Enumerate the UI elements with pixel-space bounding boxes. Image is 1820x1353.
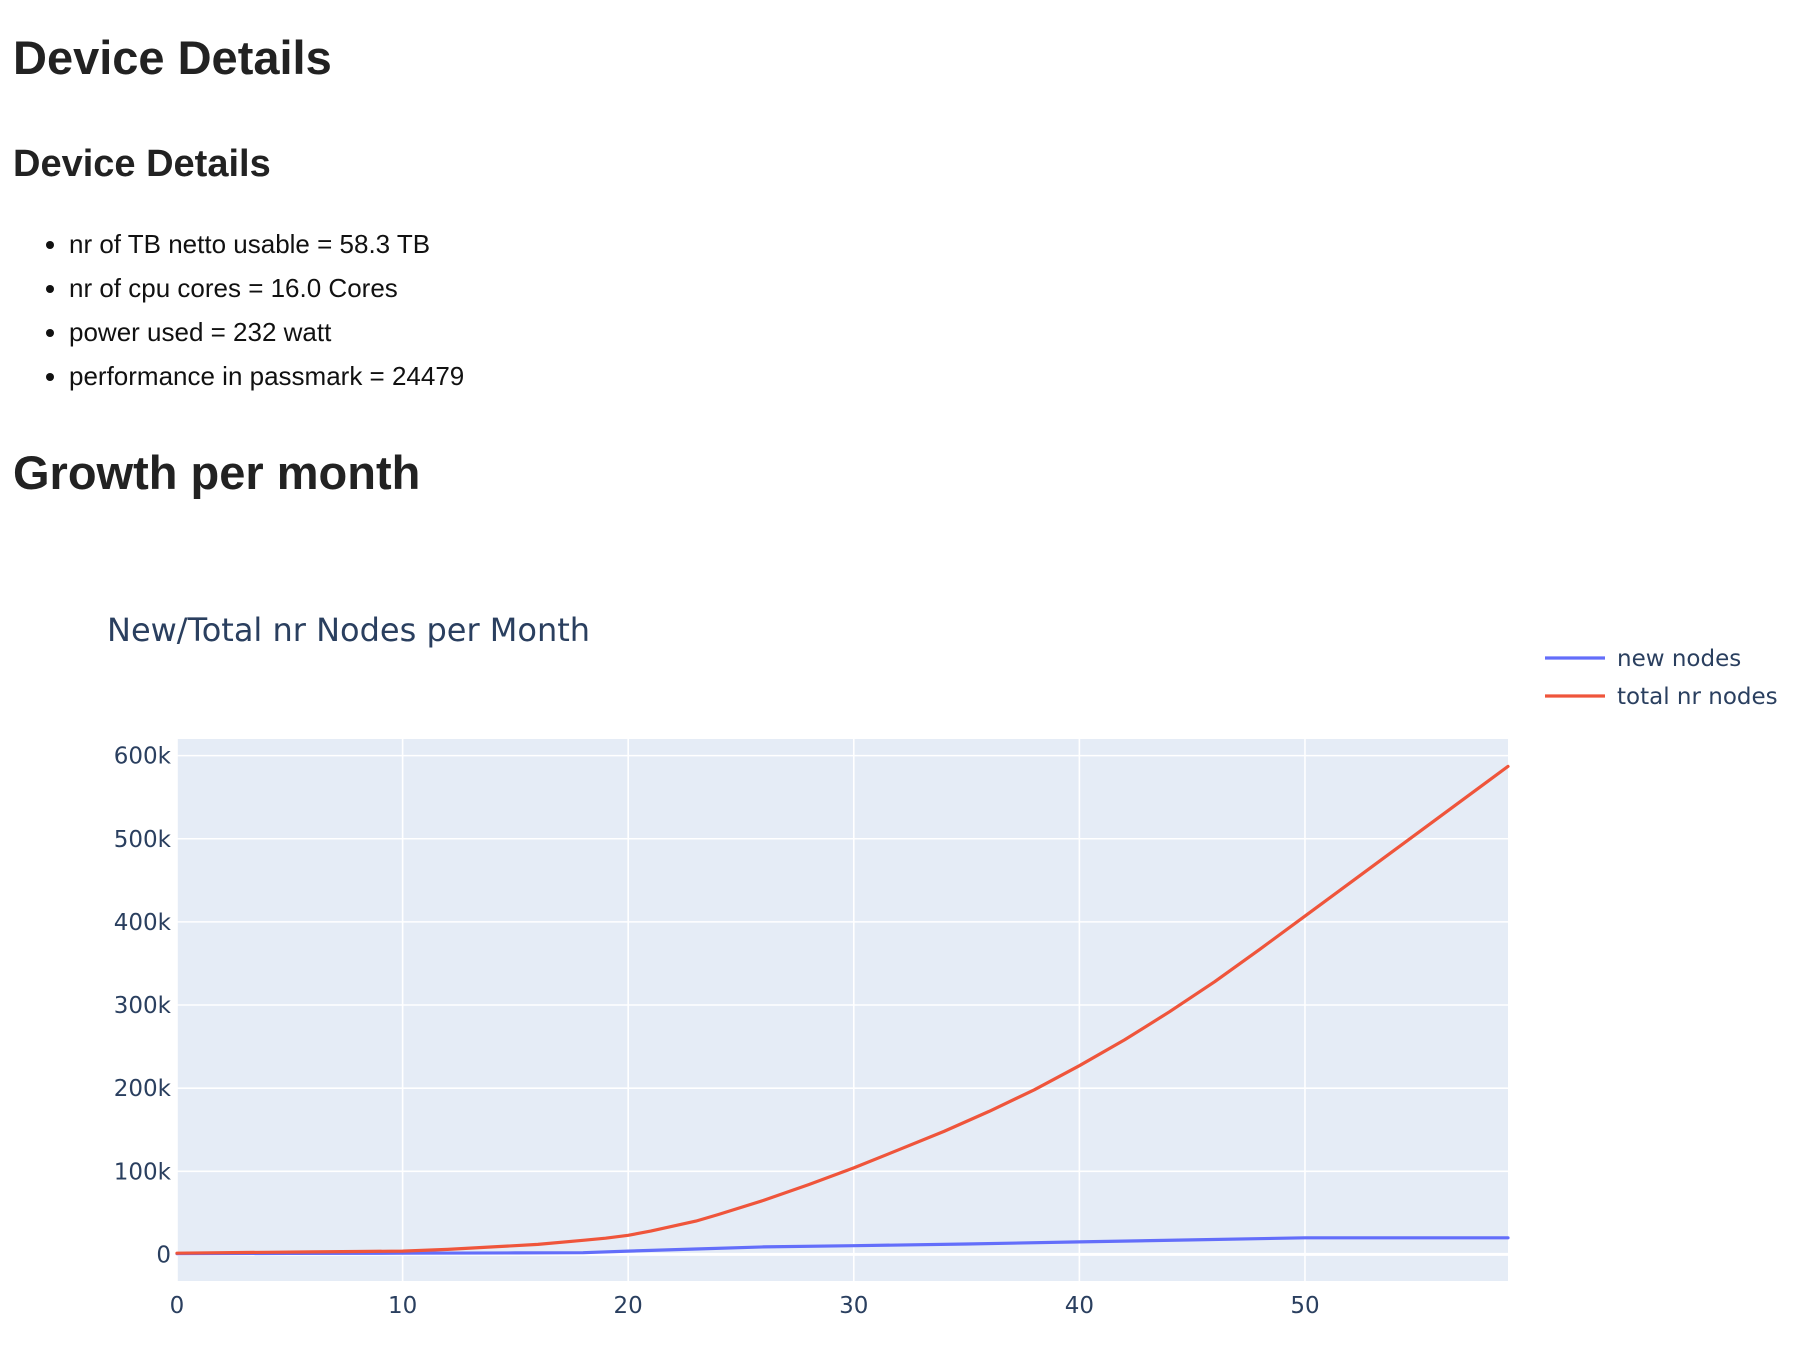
y-tick-label: 600k (114, 744, 172, 770)
section-title-device-details: Device Details (13, 143, 271, 185)
chart-title: New/Total nr Nodes per Month (107, 611, 590, 649)
y-tick-label: 300k (114, 993, 172, 1019)
x-tick-label: 50 (1290, 1293, 1319, 1319)
legend-label: total nr nodes (1617, 684, 1778, 710)
y-tick-label: 100k (114, 1159, 172, 1185)
page-title: Device Details (13, 31, 332, 84)
x-tick-label: 10 (388, 1293, 417, 1319)
growth-chart: New/Total nr Nodes per Month 0 100k 200k 30… (0, 580, 1820, 1348)
x-tick-label: 40 (1065, 1293, 1094, 1319)
y-tick-label: 0 (156, 1242, 171, 1268)
x-axis: 0 10 20 30 40 50 (170, 1293, 1320, 1319)
series-line-total-nr-nodes (175, 764, 1510, 1255)
detail-item-cpu: nr of cpu cores = 16.0 Cores (69, 266, 464, 310)
legend[interactable]: new nodes total nr nodes (1545, 646, 1778, 710)
y-tick-label: 500k (114, 827, 172, 853)
growth-title: Growth per month (13, 446, 421, 499)
x-tick-label: 30 (839, 1293, 868, 1319)
chart-svg: New/Total nr Nodes per Month 0 100k 200k 30… (107, 611, 1778, 1319)
series-line-new-nodes (175, 1236, 1510, 1256)
plot-area (177, 739, 1508, 1281)
y-tick-label: 400k (114, 910, 172, 936)
detail-item-passmark: performance in passmark = 24479 (69, 354, 464, 398)
legend-item-new-nodes[interactable]: new nodes (1545, 646, 1741, 672)
detail-item-storage: nr of TB netto usable = 58.3 TB (69, 222, 464, 266)
x-tick-label: 0 (170, 1293, 185, 1319)
detail-item-power: power used = 232 watt (69, 310, 464, 354)
y-axis: 0 100k 200k 300k 400k 500k 600k (114, 744, 172, 1269)
x-tick-label: 20 (614, 1293, 643, 1319)
grid-lines (176, 739, 1508, 1281)
legend-item-total-nr-nodes[interactable]: total nr nodes (1545, 684, 1778, 710)
series-lines (175, 764, 1510, 1256)
y-tick-label: 200k (114, 1076, 172, 1102)
device-details-list: nr of TB netto usable = 58.3 TB nr of cp… (13, 222, 464, 398)
legend-label: new nodes (1617, 646, 1741, 672)
